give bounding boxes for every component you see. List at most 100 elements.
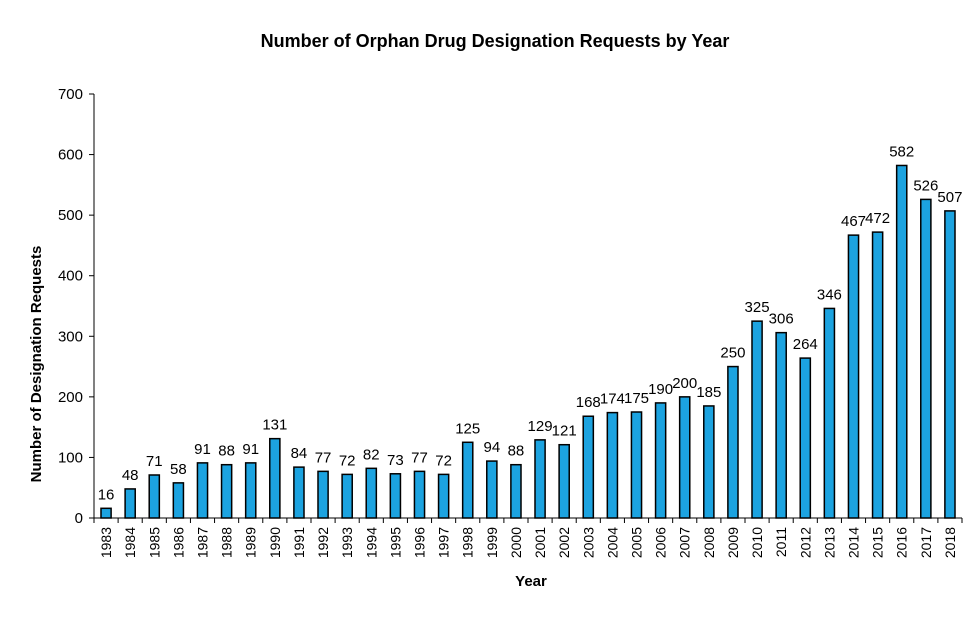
bar-2018: [944, 210, 956, 519]
data-label-2003: 168: [576, 394, 601, 411]
data-label-2018: 507: [937, 189, 962, 206]
x-tick-label: 2004: [604, 527, 620, 558]
bar-2014: [847, 234, 860, 519]
data-label-2017: 526: [913, 177, 938, 194]
bar-2008: [703, 405, 715, 519]
x-tick-label: 1994: [363, 527, 379, 558]
bar-1999: [486, 460, 498, 519]
bar-2013: [823, 307, 836, 519]
bar-1984: [124, 488, 136, 519]
bar-1989: [244, 462, 257, 519]
data-label-1985: 71: [146, 453, 163, 470]
bar-1996: [413, 470, 426, 519]
bar-1991: [293, 466, 305, 519]
bar-1985: [148, 474, 161, 519]
x-tick-label: 2009: [725, 527, 741, 558]
bar-2001: [534, 439, 546, 519]
x-tick-label: 1993: [339, 527, 355, 558]
bar-2004: [606, 411, 619, 519]
data-label-2005: 175: [624, 390, 649, 407]
x-tick-label: 1983: [98, 527, 114, 558]
x-tick-label: 1999: [484, 527, 500, 558]
data-label-1995: 73: [387, 452, 404, 469]
x-tick-label: 2001: [532, 527, 548, 558]
bar-2009: [727, 365, 739, 519]
data-label-2009: 250: [720, 345, 745, 362]
x-tick-label: 1988: [219, 527, 235, 558]
y-axis-title: Number of Designation Requests: [28, 246, 45, 483]
bar-1998: [461, 441, 474, 519]
data-label-2011: 306: [769, 311, 794, 328]
bar-2017: [920, 198, 932, 519]
bar-2002: [558, 443, 570, 519]
bar-2016: [895, 164, 908, 519]
x-tick-label: 2017: [918, 527, 934, 558]
bar-2007: [678, 396, 691, 519]
bar-1994: [365, 467, 378, 519]
data-label-1986: 58: [170, 461, 187, 478]
bar-1995: [389, 473, 402, 519]
data-label-1991: 84: [291, 445, 308, 462]
x-tick-label: 1995: [387, 527, 403, 558]
data-label-1989: 91: [242, 441, 259, 458]
y-tick-label: 300: [58, 328, 83, 345]
data-label-2000: 88: [508, 443, 525, 460]
bar-1987: [196, 462, 209, 519]
bar-2000: [510, 463, 522, 519]
x-tick-label: 1984: [122, 527, 138, 558]
x-tick-label: 2008: [701, 527, 717, 558]
bar-2011: [775, 331, 787, 519]
data-label-1983: 16: [98, 486, 115, 503]
data-label-2013: 346: [817, 286, 842, 303]
x-tick-label: 2007: [677, 527, 693, 558]
x-tick-label: 1997: [436, 527, 452, 558]
x-tick-label: 2005: [629, 527, 645, 558]
y-tick-label: 400: [58, 268, 83, 285]
bar-1986: [172, 482, 185, 519]
x-tick-label: 2014: [846, 527, 862, 558]
x-tick-label: 2000: [508, 527, 524, 558]
data-label-2008: 185: [696, 384, 721, 401]
data-label-1997: 72: [435, 452, 452, 469]
x-tick-label: 1996: [412, 527, 428, 558]
y-axis: 0 100 200 300 400 500 600 700: [58, 86, 95, 527]
x-tick-label: 2003: [580, 527, 596, 558]
x-tick-label: 1990: [267, 527, 283, 558]
x-tick-label: 2013: [821, 527, 837, 558]
x-tick-label: 1986: [170, 527, 186, 558]
y-tick-label: 600: [58, 147, 83, 164]
y-tick-label: 0: [75, 510, 83, 527]
data-label-2014: 467: [841, 213, 866, 230]
y-tick-label: 500: [58, 207, 83, 224]
x-tick-label: 2015: [870, 527, 886, 558]
data-label-2002: 121: [552, 423, 577, 440]
data-label-2010: 325: [745, 299, 770, 316]
bar-1997: [437, 473, 450, 519]
bar-2006: [654, 402, 667, 519]
x-tick-label: 2010: [749, 527, 765, 558]
data-label-1996: 77: [411, 449, 428, 466]
x-tick-label: 2012: [797, 527, 813, 558]
data-label-1993: 72: [339, 452, 356, 469]
data-label-2004: 174: [600, 391, 625, 408]
data-label-1999: 94: [483, 439, 500, 456]
y-tick-label: 200: [58, 389, 83, 406]
x-axis: 1983 1984 1985 1986 1987 1988 1989 1990 1991 1992…: [93, 517, 963, 558]
x-tick-label: 1991: [291, 527, 307, 558]
chart-title: Number of Orphan Drug Designation Reques…: [261, 31, 730, 51]
y-tick-label: 100: [58, 449, 83, 466]
data-label-2001: 129: [528, 418, 553, 435]
bar-2015: [871, 231, 884, 519]
data-label-1992: 77: [315, 449, 332, 466]
bar-2003: [582, 415, 595, 519]
data-label-2015: 472: [865, 210, 890, 227]
bar-1992: [317, 470, 329, 519]
x-tick-label: 2002: [556, 527, 572, 558]
bar-2010: [751, 320, 763, 519]
data-label-2016: 582: [889, 143, 914, 160]
bars: [100, 164, 956, 519]
x-tick-label: 1992: [315, 527, 331, 558]
x-tick-label: 2011: [773, 527, 789, 557]
